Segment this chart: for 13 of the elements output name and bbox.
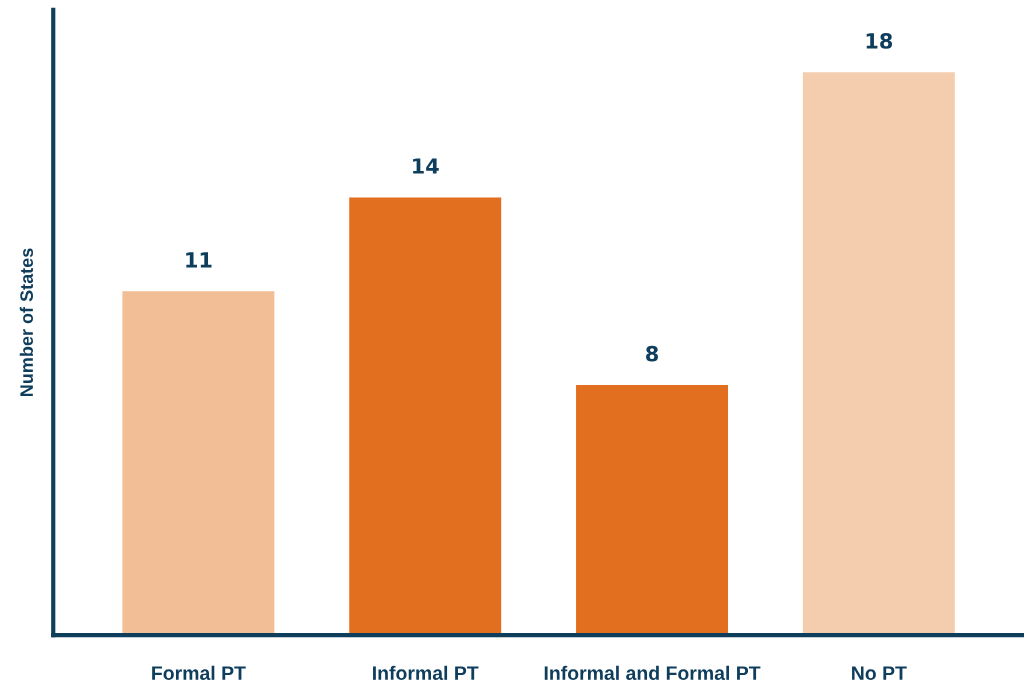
- bar: [122, 291, 275, 636]
- data-label: 18: [866, 33, 893, 49]
- bar: [576, 385, 729, 636]
- data-label: 11: [186, 252, 212, 268]
- x-tick-label: No PT: [852, 666, 907, 681]
- y-axis-title: Number of States: [19, 248, 34, 397]
- x-tick-label: Informal and Formal PT: [544, 665, 761, 681]
- data-label: 14: [413, 158, 439, 174]
- x-tick-label: Formal PT: [152, 665, 246, 681]
- data-label: 8: [646, 345, 658, 362]
- x-tick-label: Informal PT: [373, 665, 479, 681]
- bar: [349, 197, 502, 636]
- bar: [802, 72, 955, 636]
